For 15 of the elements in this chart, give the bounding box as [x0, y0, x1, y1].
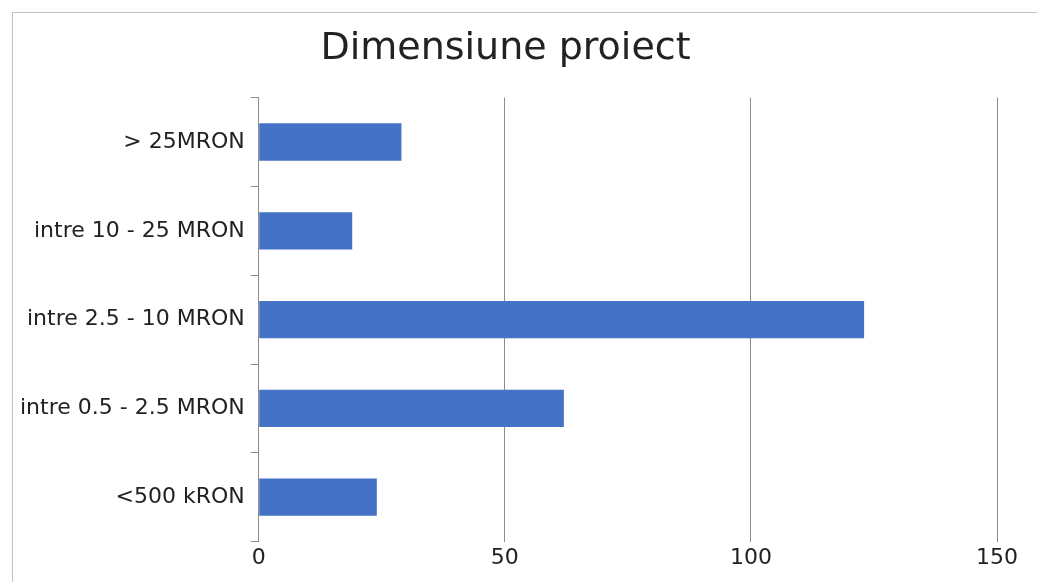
x-tick-label: 50 [490, 543, 519, 569]
bar [259, 212, 353, 250]
y-tick-label: intre 0.5 - 2.5 MRON [19, 394, 245, 420]
y-tick-label: <500 kRON [115, 482, 245, 508]
bar [259, 123, 402, 161]
bar [259, 389, 564, 428]
chart-title: Dimensiune proiect [320, 23, 691, 68]
bar [259, 478, 377, 516]
x-tick-label: 100 [729, 543, 772, 569]
y-tick-label: intre 10 - 25 MRON [33, 216, 245, 242]
x-tick-label: 150 [976, 543, 1018, 569]
y-tick-label: intre 2.5 - 10 MRON [26, 305, 245, 331]
bar [259, 300, 865, 339]
x-tick-label: 0 [251, 543, 266, 569]
y-tick-label: > 25MRON [123, 127, 245, 153]
